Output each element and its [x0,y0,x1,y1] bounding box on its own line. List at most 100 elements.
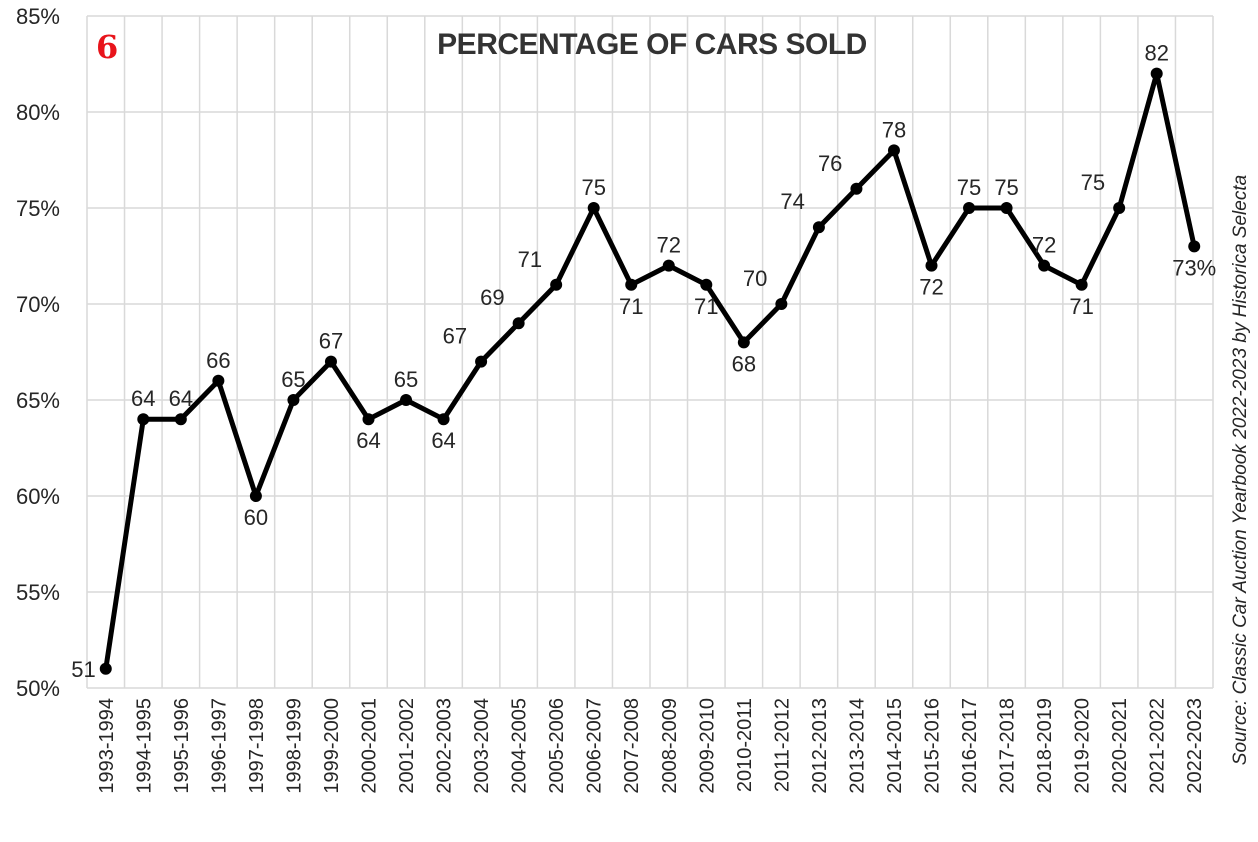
series-line [103,71,1197,672]
data-label: 67 [443,324,467,349]
data-label: 64 [169,386,193,411]
data-label: 78 [882,117,906,142]
y-tick-label: 50% [16,676,60,701]
gridlines [86,15,1214,689]
x-tick-label: 1999-2000 [321,698,343,794]
x-tick-label: 2005-2006 [546,698,568,794]
data-point [212,374,225,387]
data-point [1038,259,1051,272]
x-tick-label: 2022-2023 [1184,698,1206,794]
data-point [925,259,938,272]
source-note: Source: Classic Car Auction Yearbook 202… [1230,175,1251,765]
y-tick-label: 75% [16,196,60,221]
data-point [99,662,112,675]
data-point [887,144,900,157]
data-point [174,413,187,426]
x-tick-label: 1995-1996 [171,698,193,794]
y-tick-label: 70% [16,292,60,317]
x-tick-label: 2008-2009 [659,698,681,794]
data-point [700,278,713,291]
data-point [400,394,413,406]
y-axis-ticks: 50% 55% 60% 65% 70% 75% 80% 85% [16,4,60,701]
data-point [1150,67,1163,80]
data-point [1000,202,1013,214]
data-label: 76 [818,151,842,176]
data-point [137,413,150,426]
data-point [512,317,525,330]
data-label: 71 [619,294,643,319]
x-tick-label: 2020-2021 [1109,698,1131,794]
y-tick-label: 80% [16,100,60,125]
x-tick-label: 2013-2014 [846,698,868,794]
x-tick-label: 2018-2019 [1034,698,1056,794]
data-label: 67 [319,329,343,354]
x-tick-label: 1994-1995 [133,698,155,794]
x-tick-label: 2016-2017 [959,698,981,794]
data-points [99,67,1201,675]
data-label: 71 [518,247,542,272]
data-label: 66 [206,348,230,373]
data-label: 65 [394,367,418,392]
data-label: 71 [1069,294,1093,319]
y-tick-label: 65% [16,388,60,413]
data-label: 71 [694,294,718,319]
y-tick-label: 55% [16,580,60,605]
x-tick-label: 2004-2005 [509,698,531,794]
y-tick-label: 60% [16,484,60,509]
data-point [324,355,337,368]
data-label: 74 [780,189,804,214]
x-axis-ticks: 1993-1994 1994-1995 1995-1996 1996-1997 1997… [96,698,1206,794]
data-label: 68 [732,351,756,376]
data-point [1075,278,1088,291]
x-tick-label: 2010-2011 [734,698,756,792]
data-label: 73% [1172,255,1216,280]
x-tick-label: 1993-1994 [96,698,118,794]
x-tick-label: 2014-2015 [884,698,906,794]
data-point [775,298,788,310]
x-tick-label: 2012-2013 [809,698,831,794]
data-label: 72 [657,233,681,258]
data-label: 72 [1032,233,1056,258]
data-labels: 51 64 64 66 60 65 67 64 65 64 67 69 71 75 71 72 71 68 70 74… [71,41,1216,682]
x-tick-label: 2007-2008 [621,698,643,794]
data-label: 69 [480,285,504,310]
data-point [437,413,450,426]
data-point [475,355,488,368]
x-tick-label: 2021-2022 [1147,698,1169,794]
data-point [625,278,638,291]
x-tick-label: 2001-2002 [396,698,418,794]
data-point [812,221,825,234]
data-point [662,259,675,272]
data-label: 64 [356,428,380,453]
data-label: 75 [1081,170,1105,195]
data-point [1113,202,1126,214]
x-tick-label: 1996-1997 [208,698,230,794]
y-tick-label: 85% [16,4,60,29]
data-label: 82 [1144,41,1168,66]
data-point [963,202,976,214]
x-tick-label: 2002-2003 [434,698,456,794]
data-label: 72 [919,275,943,300]
data-point [550,278,563,291]
x-tick-label: 2003-2004 [471,698,493,794]
series-line-group [103,71,1197,672]
data-point [287,394,300,406]
figure-number-badge: 6 [96,28,118,66]
data-label: 51 [71,657,95,682]
data-label: 60 [244,505,268,530]
data-point [362,413,375,426]
data-point [1188,240,1201,253]
data-point [850,182,863,195]
data-label: 75 [581,175,605,200]
x-tick-label: 1997-1998 [246,698,268,794]
data-point [249,490,262,502]
data-label: 75 [957,175,981,200]
chart-title: PERCENTAGE OF CARS SOLD [437,28,867,61]
x-tick-label: 2009-2010 [696,698,718,794]
data-point [587,202,600,214]
data-label: 64 [431,428,455,453]
data-label: 70 [743,266,767,291]
x-tick-label: 2000-2001 [359,698,381,794]
